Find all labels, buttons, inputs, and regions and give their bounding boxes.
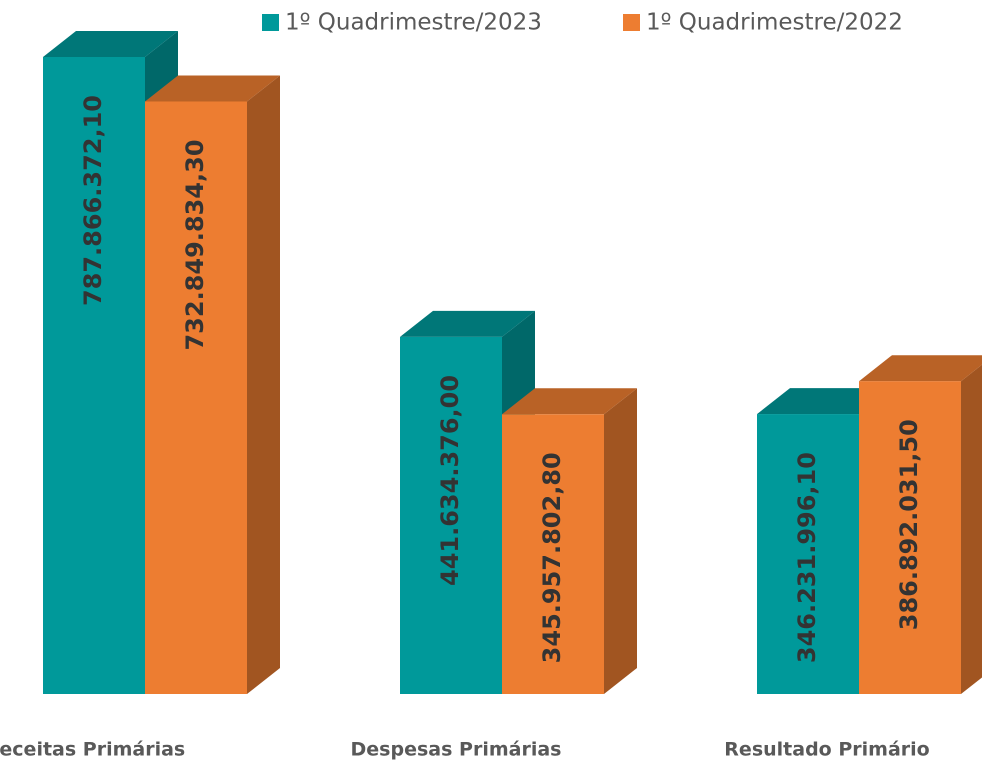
x-tick-label: Resultado Primário [724,739,929,761]
bar-front [502,414,604,694]
value-label: 787.866.372,10 [79,95,107,306]
bar-front [757,414,859,694]
bar-top [502,388,637,415]
x-tick-label: Despesas Primárias [351,739,562,761]
bar-front [859,381,961,694]
bar-top [43,31,178,57]
bar [502,388,637,694]
bar-front [400,336,502,694]
bar-front [145,101,247,695]
value-label: 732.849.834,30 [181,139,209,350]
bar-top [400,310,535,337]
bar-top [145,75,280,102]
bar [145,75,280,695]
legend-label: 1º Quadrimestre/2023 [285,10,542,36]
legend-label: 1º Quadrimestre/2022 [646,10,903,36]
x-tick-label: Receitas Primárias [0,739,185,761]
bar-front [43,57,145,694]
bar-side [961,364,982,694]
value-label: 346.231.996,10 [793,452,821,663]
value-label: 386.892.031,50 [895,419,923,630]
value-label: 441.634.376,00 [436,375,464,586]
bar-top [859,355,982,382]
value-label: 345.957.802,80 [538,452,566,663]
bar [859,355,982,694]
bar-top [757,388,892,415]
bar-side [247,75,280,695]
legend-swatch [262,14,279,31]
bar-side [604,388,637,694]
legend-swatch [623,14,640,31]
